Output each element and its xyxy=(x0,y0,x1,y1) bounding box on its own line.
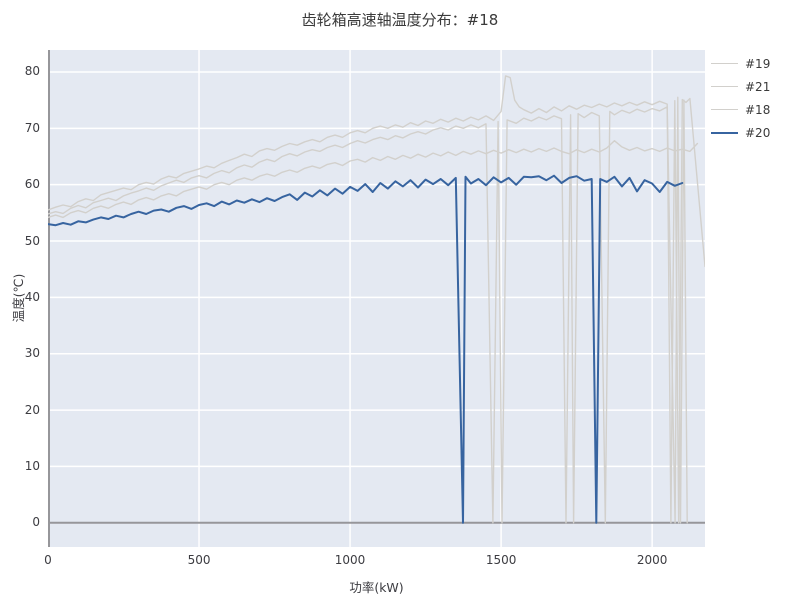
x-axis-title: 功率(kW) xyxy=(349,580,404,595)
y-tick-label-70: 70 xyxy=(24,120,40,135)
y-tick-label-80: 80 xyxy=(24,64,40,79)
legend-line-icon xyxy=(711,109,738,110)
series-line-18 xyxy=(48,139,699,219)
y-tick-label-0: 0 xyxy=(32,515,40,530)
series-line-19 xyxy=(48,75,705,524)
legend-item-18: #18 xyxy=(711,98,770,121)
plot-canvas xyxy=(48,50,705,547)
legend-label: #19 xyxy=(745,56,771,71)
x-tick-label-1500: 1500 xyxy=(485,553,517,567)
legend-line-icon xyxy=(711,86,738,87)
y-axis-title: 温度(℃) xyxy=(11,273,26,323)
legend: #19 #21 #18 #20 xyxy=(711,52,770,144)
chart-title: 齿轮箱高速轴温度分布：#18 xyxy=(301,11,499,29)
series-line-20 xyxy=(48,174,684,524)
y-tick-label-10: 10 xyxy=(24,458,40,473)
legend-label: #18 xyxy=(745,102,771,117)
legend-item-20: #20 xyxy=(711,121,770,144)
plot-area xyxy=(48,50,705,547)
x-tick-label-2000: 2000 xyxy=(636,553,668,567)
series-line-21 xyxy=(48,96,688,524)
legend-label: #20 xyxy=(745,125,771,140)
y-tick-label-60: 60 xyxy=(24,177,40,192)
legend-label: #21 xyxy=(745,79,771,94)
y-tick-label-30: 30 xyxy=(24,346,40,361)
x-tick-label-1000: 1000 xyxy=(334,553,366,567)
x-tick-label-500: 500 xyxy=(187,553,211,567)
y-tick-label-20: 20 xyxy=(24,402,40,417)
legend-line-icon xyxy=(711,131,738,134)
x-tick-label-0: 0 xyxy=(44,553,52,567)
y-tick-label-50: 50 xyxy=(24,233,40,248)
legend-item-21: #21 xyxy=(711,75,770,98)
y-tick-label-40: 40 xyxy=(24,289,40,304)
legend-item-19: #19 xyxy=(711,52,770,75)
legend-line-icon xyxy=(711,63,738,64)
